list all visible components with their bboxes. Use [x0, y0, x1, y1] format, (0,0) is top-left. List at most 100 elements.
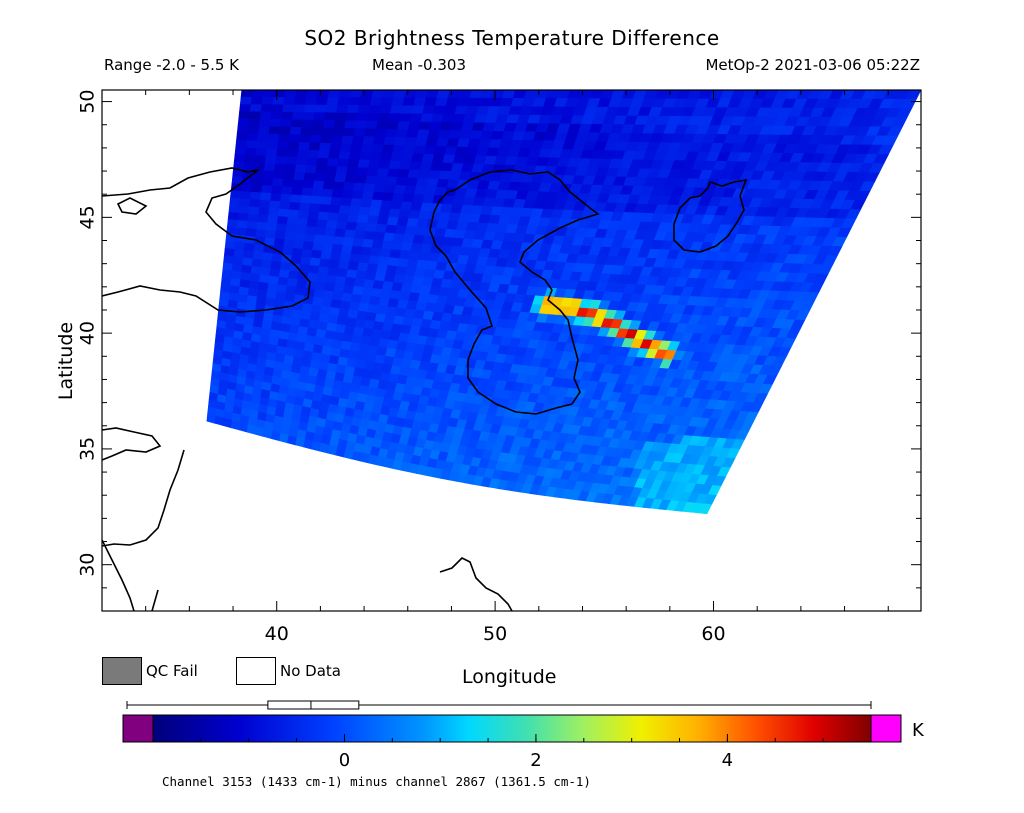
swath-pixel	[406, 129, 420, 139]
swath-pixel	[263, 163, 276, 172]
swath-pixel	[289, 126, 303, 136]
colorbar-tick-label: 4	[722, 750, 733, 771]
swath-pixel	[322, 120, 336, 129]
swath-pixel	[350, 245, 363, 256]
swath-pixel	[262, 90, 275, 98]
x-tick-label: 50	[483, 623, 507, 645]
swath-pixel	[250, 96, 264, 105]
swath-pixel	[294, 164, 307, 174]
swath-pixel	[339, 143, 353, 153]
x-axis-label: Longitude	[462, 666, 557, 688]
swath-pixel	[286, 216, 299, 226]
swath-pixel	[287, 209, 300, 219]
swath-pixel	[344, 174, 357, 184]
swath-pixel	[234, 241, 246, 251]
swath-pixel	[346, 105, 360, 114]
swath-pixel	[285, 156, 298, 166]
swath-pixel	[391, 97, 405, 107]
swath-pixel	[325, 165, 338, 175]
swath-pixel	[251, 90, 264, 98]
swath-pixel	[300, 256, 312, 266]
swath-pixel	[253, 243, 265, 253]
swath-pixel	[288, 270, 300, 280]
swath-pixel	[258, 207, 270, 216]
swath-pixel	[233, 249, 245, 259]
swath-pixel	[345, 112, 359, 122]
swath-pixel	[319, 258, 331, 268]
swath-pixel	[266, 141, 279, 150]
value-boxplot	[126, 700, 872, 710]
chart-title: SO2 Brightness Temperature Difference	[304, 26, 720, 50]
swath-pixel	[335, 220, 348, 231]
swath-pixel	[303, 172, 316, 182]
swath-pixel	[237, 212, 249, 222]
no-data-label: No Data	[280, 662, 341, 680]
swath-pixel	[294, 97, 307, 106]
swath-pixel	[235, 227, 248, 237]
swath-pixel	[299, 134, 312, 144]
swath-pixel	[320, 135, 333, 144]
swath-pixel	[356, 112, 370, 122]
x-tick-label: 60	[701, 623, 725, 645]
swath-pixel	[302, 180, 315, 189]
swath-pixel	[349, 253, 362, 264]
qc-fail-label: QC Fail	[146, 662, 198, 680]
swath-pixel	[236, 132, 249, 142]
swath-pixel	[333, 283, 346, 294]
swath-pixel	[280, 193, 292, 203]
swath-pixel	[250, 184, 263, 194]
swath-pixel	[261, 177, 274, 187]
swath-pixel	[330, 197, 343, 207]
swath-pixel	[327, 90, 341, 98]
swath-pixel	[295, 90, 308, 98]
crimea-coastline	[116, 197, 148, 215]
plot-frame	[101, 89, 922, 612]
swath-pixel	[256, 140, 269, 150]
swath-pixel	[249, 104, 263, 113]
swath-pixel	[333, 120, 347, 129]
swath-pixel	[384, 128, 398, 138]
swath-pixel	[375, 120, 389, 130]
swath-pixel	[279, 126, 292, 135]
swath-pixel	[327, 212, 340, 222]
swath-pixel	[698, 503, 713, 515]
swath-pixel	[385, 176, 399, 186]
swath-pixel	[325, 274, 338, 285]
swath-pixel	[354, 175, 368, 184]
swath-pixel	[368, 105, 382, 114]
swath-pixel	[266, 222, 278, 232]
swath-pixel	[320, 196, 333, 206]
mediterranean-coastline	[102, 427, 162, 461]
swath-pixel	[322, 290, 335, 300]
swath-pixel	[350, 198, 363, 208]
swath-pixel	[238, 205, 250, 215]
swath-pixel	[255, 148, 268, 157]
colorbar-over-swatch	[870, 714, 902, 743]
swath-pixel	[366, 112, 380, 122]
swath-pixel	[314, 281, 327, 291]
swath-pixel	[328, 150, 341, 160]
swath-pixel	[295, 157, 309, 166]
colorbar-under-swatch	[122, 714, 154, 743]
swath-pixel	[285, 224, 298, 234]
swath-pixel	[331, 189, 344, 199]
swath-pixel	[380, 97, 394, 107]
swath-pixel	[305, 280, 317, 290]
swath-pixel	[337, 213, 350, 223]
swath-pixel	[317, 150, 331, 159]
swath-pixel	[370, 199, 383, 209]
swath-pixel	[307, 210, 320, 220]
swath-pixel	[309, 134, 323, 144]
swath-pixel	[336, 268, 349, 278]
swath-pixel	[236, 220, 249, 229]
swath-pixel	[304, 97, 318, 106]
swath-pixel	[284, 90, 297, 98]
swath-pixel	[342, 237, 355, 247]
swath-pixel	[301, 119, 315, 128]
swath-pixel	[272, 178, 285, 187]
swath-pixel	[302, 112, 316, 121]
swath-pixel	[393, 137, 407, 146]
swath-pixel	[245, 140, 258, 149]
swath-pixel	[282, 246, 294, 257]
swath-pixel	[257, 214, 269, 224]
